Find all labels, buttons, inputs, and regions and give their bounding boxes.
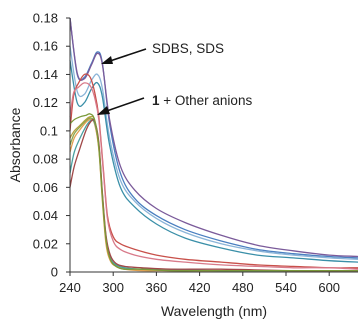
x-tick-label: 240 bbox=[59, 280, 81, 295]
x-tick-label: 360 bbox=[146, 280, 168, 295]
y-tick-label: 0.08 bbox=[33, 152, 58, 167]
y-tick-label: 0.04 bbox=[33, 208, 58, 223]
x-tick-label: 600 bbox=[318, 280, 340, 295]
y-tick-label: 0 bbox=[51, 265, 58, 280]
annotation-compound-number: 1 bbox=[152, 93, 160, 108]
annotation-compound-text: + Other anions bbox=[160, 93, 253, 108]
spectrum-line-3 bbox=[69, 46, 359, 260]
series-layer bbox=[69, 17, 359, 272]
x-tick-label: 480 bbox=[232, 280, 254, 295]
y-tick-label: 0.1 bbox=[40, 123, 58, 138]
spectrum-line-5 bbox=[69, 73, 359, 269]
y-tick-label: 0.16 bbox=[33, 39, 58, 54]
x-tick-label: 540 bbox=[275, 280, 297, 295]
spectrum-line-4 bbox=[69, 60, 359, 263]
x-tick-label: 420 bbox=[189, 280, 211, 295]
annotation-other-anions: 1 + Other anions bbox=[97, 93, 252, 115]
spectrum-line-6 bbox=[69, 82, 359, 270]
x-tick-label: 300 bbox=[102, 280, 124, 295]
y-tick-label: 0.14 bbox=[33, 67, 58, 82]
annotation-label-other-anions: 1 + Other anions bbox=[152, 93, 252, 108]
y-tick-label: 0.18 bbox=[33, 11, 58, 26]
ticks-layer: 0 0.02 0.04 0.06 0.08 0.1 0.12 0.14 0.16 0.18 240 3… bbox=[33, 11, 340, 296]
axes-layer bbox=[69, 18, 358, 273]
annotation-sdbs-sds: SDBS, SDS bbox=[101, 41, 224, 64]
y-tick-label: 0.06 bbox=[33, 180, 58, 195]
x-axis-title: Wavelength (nm) bbox=[161, 303, 267, 319]
spectrum-line-2 bbox=[69, 17, 359, 258]
annotation-label-sdbs-sds: SDBS, SDS bbox=[152, 41, 224, 56]
spectrum-line-12 bbox=[69, 113, 358, 272]
y-axis-title: Absorbance bbox=[7, 107, 23, 182]
arrowhead-icon bbox=[97, 106, 110, 115]
arrowhead-icon bbox=[101, 56, 113, 64]
y-tick-label: 0.12 bbox=[33, 95, 58, 110]
y-tick-label: 0.02 bbox=[33, 236, 58, 251]
